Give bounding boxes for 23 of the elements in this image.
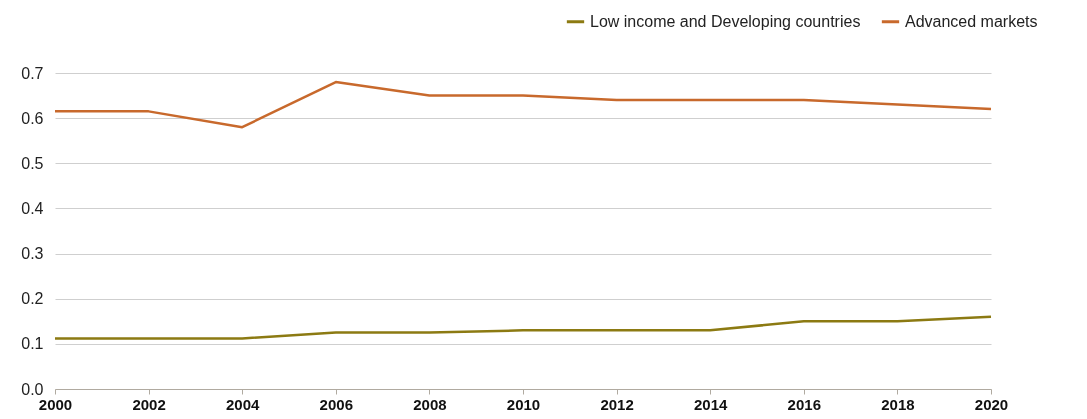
line-series xyxy=(53,80,993,129)
x-tick-label: 2016 xyxy=(787,395,821,413)
x-tick-label: 2010 xyxy=(506,395,541,413)
x-tick-label: 2020 xyxy=(974,395,1009,413)
x-tick-label: 2002 xyxy=(132,395,166,413)
y-tick-label: 0.2 xyxy=(21,290,44,308)
y-tick-label: 0.6 xyxy=(21,109,44,127)
x-tick-label: 2000 xyxy=(38,395,73,413)
x-tick-label: 2014 xyxy=(694,395,729,413)
y-tick-label: 0.5 xyxy=(21,154,44,172)
y-tick-label: 0.3 xyxy=(21,245,44,263)
x-tick-label: 2004 xyxy=(226,395,261,413)
y-tick-label: 0.0 xyxy=(21,380,44,398)
x-tick-label: 2012 xyxy=(600,395,634,413)
y-tick-label: 0.4 xyxy=(21,199,44,217)
line-series xyxy=(53,315,993,340)
x-tick-label: 2006 xyxy=(319,395,353,413)
legend-label: Advanced markets xyxy=(905,12,1038,30)
y-tick-label: 0.1 xyxy=(21,335,44,353)
y-tick-label: 0.7 xyxy=(21,64,44,82)
legend-label: Low income and Developing countries xyxy=(590,12,861,30)
x-tick-label: 2018 xyxy=(881,395,915,413)
x-tick-label: 2008 xyxy=(413,395,447,413)
